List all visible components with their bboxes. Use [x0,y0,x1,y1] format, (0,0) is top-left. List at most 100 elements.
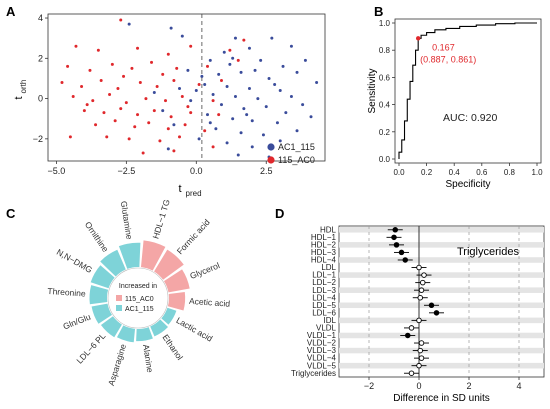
c-category-label: Acetic acid [189,296,231,309]
a-point-ac1-115 [219,103,223,107]
a-point-ac1-115 [166,147,170,151]
b-optimal-coords-label: (0.887, 0.861) [420,54,476,64]
a-point-115-ac0 [144,97,148,101]
a-point-ac1-115 [178,87,182,91]
d-category-label: IDL [324,316,337,325]
d-row-stripe [339,242,544,248]
d-estimate-point [418,287,425,293]
d-row-stripe [339,227,544,233]
a-point-ac1-115 [242,107,246,111]
d-category-label: VLDL−5 [307,361,337,370]
a-point-115-ac0 [203,129,207,133]
a-point-ac1-115 [250,145,254,149]
a-point-115-ac0 [197,82,201,86]
d-estimate-point [418,340,425,346]
a-point-ac1-115 [289,44,293,48]
d-estimate-point [433,310,440,316]
a-point-ac1-115 [281,64,285,68]
d-category-label: LDL−2 [312,278,336,287]
c-bar [90,265,115,289]
a-point-115-ac0 [116,87,120,91]
a-point-ac1-115 [217,72,221,76]
a-point-ac1-115 [264,105,268,109]
b-y-axis-label: Sensitivity [367,68,378,113]
d-estimate-point [417,347,424,354]
c-category-label: Threonine [47,286,86,299]
c-category-label: Formic acid [175,217,212,256]
d-estimate-point [420,279,426,286]
d-category-label: VLDL−3 [307,346,337,355]
c-category-label: Lactic acid [174,315,214,344]
c-category-label: N,N−DMG [55,247,94,275]
d-row-stripe [339,302,544,309]
d-estimate-point [408,325,415,331]
d-estimate-point [428,302,435,309]
b-x-tick-label: 0.8 [504,168,516,177]
b-x-tick-label: 0.0 [393,168,405,177]
a-point-ac1-115 [203,82,207,86]
a-point-115-ac0 [152,109,156,113]
d-category-label: LDL [321,263,336,272]
a-point-ac1-115 [245,113,249,117]
a-point-115-ac0 [66,64,70,68]
b-y-tick-label: 0.4 [379,101,391,110]
c-bar [91,303,113,324]
a-point-115-ac0 [178,135,182,139]
a-point-115-ac0 [147,121,151,125]
a-point-ac1-115 [194,89,198,93]
d-category-label: VLDL [316,324,337,333]
d-category-label: HDL−1 [311,233,337,242]
a-point-ac1-115 [259,58,263,62]
b-roc-curve [398,22,537,159]
d-category-label: HDL−3 [311,248,337,257]
a-point-115-ac0 [166,127,170,131]
c-category-label: Gln/Glu [62,311,93,331]
panel-letter-a: A [6,4,16,19]
d-estimate-point [402,257,409,263]
c-legend-swatch-0 [116,295,122,301]
d-category-label: LDL−3 [312,286,336,295]
a-point-ac1-115 [205,113,209,117]
a-x-tick-label: 2.5 [260,166,273,176]
c-category-label: LDL−6 PL [74,331,107,366]
c-bar [89,285,109,305]
a-point-115-ac0 [124,101,128,105]
b-optimal-threshold-label: 0.167 [432,42,455,52]
a-legend-swatch-1 [267,156,275,164]
panel-d-forest: −2 0 2 4HDLHDL−1HDL−2HDL−3HDL−4LDLLDL−1LDL−… [291,225,545,404]
d-category-label: HDL−2 [311,240,337,249]
a-point-ac1-115 [273,82,277,86]
a-point-ac1-115 [270,36,274,40]
a-point-115-ac0 [108,93,112,97]
a-point-115-ac0 [189,44,193,48]
c-bar [167,291,186,311]
a-point-ac1-115 [211,93,215,97]
d-x-tick-label: 4 [516,381,521,391]
a-point-115-ac0 [211,99,215,103]
a-point-115-ac0 [136,113,140,117]
c-legend-title: Increased in [119,283,157,290]
a-point-ac1-115 [284,111,288,115]
d-category-label: LDL−4 [312,293,336,302]
d-row-stripe [339,347,544,354]
a-point-115-ac0 [219,78,223,82]
a-point-ac1-115 [261,133,265,137]
a-point-ac1-115 [301,103,305,107]
d-category-label: VLDL−1 [307,331,337,340]
a-point-115-ac0 [102,111,106,115]
a-point-ac1-115 [267,76,271,80]
a-x-tick-label: 0.0 [190,166,203,176]
c-bar [150,319,169,337]
a-point-ac1-115 [208,121,212,125]
d-category-label: HDL−4 [311,256,337,265]
d-category-label: HDL [320,225,337,234]
a-point-ac1-115 [239,131,243,135]
a-point-ac1-115 [180,34,184,38]
a-point-115-ac0 [236,58,240,62]
a-y-tick-label: 2 [38,53,43,63]
a-point-115-ac0 [91,99,95,103]
panel-letter-c: C [6,206,16,221]
a-point-115-ac0 [96,48,100,52]
c-bar [100,249,126,277]
b-x-tick-label: 0.2 [421,168,433,177]
